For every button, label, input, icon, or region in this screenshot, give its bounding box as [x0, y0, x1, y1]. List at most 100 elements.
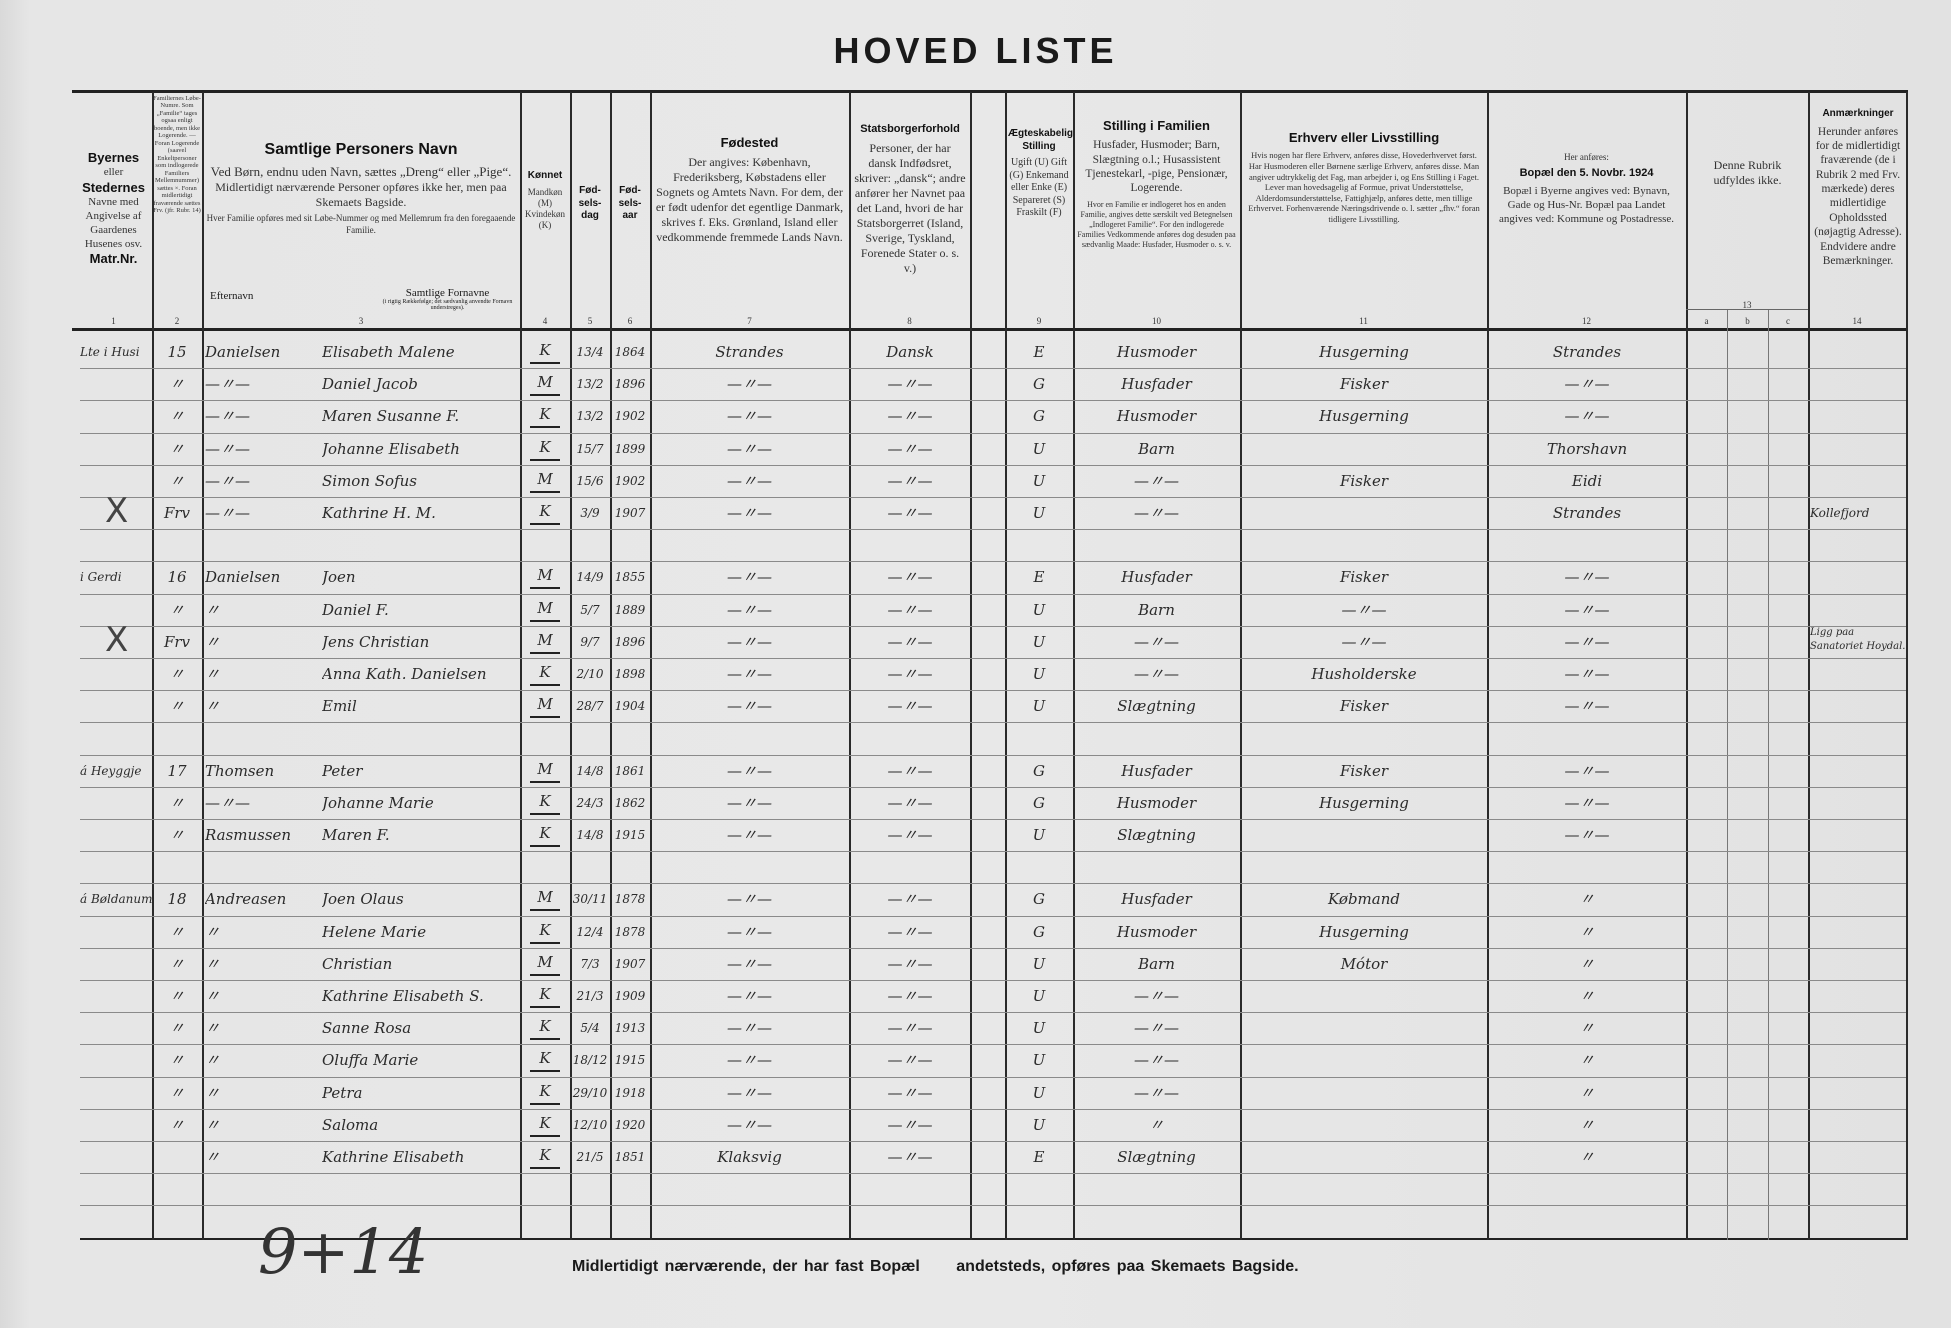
cell-surname: 〃: [205, 1148, 221, 1166]
header-col14-text: Herunder anføres for de midlertidigt fra…: [1814, 125, 1902, 267]
column-divider: [202, 92, 204, 1240]
cell-birthplace: —〃—: [726, 1051, 772, 1070]
cell-place: á Bøldanum: [80, 892, 152, 907]
cell-marital: U: [1032, 826, 1046, 844]
cell-fam: 18: [167, 890, 187, 909]
cell-position: Slægtning: [1117, 697, 1196, 716]
column-number-8: 8: [907, 316, 912, 326]
cell-remarks: [1810, 368, 1906, 400]
cell-residence: 〃: [1579, 1115, 1595, 1134]
cell-remarks: [1810, 690, 1906, 722]
cell-occupation: Købmand: [1327, 890, 1400, 909]
cell-fam: 〃: [169, 1051, 185, 1070]
cell-citizen: —〃—: [887, 890, 933, 909]
cell-place: [80, 1077, 152, 1109]
cell-birthplace: —〃—: [726, 439, 772, 458]
cell-year: 1904: [614, 699, 646, 714]
cell-given: Helene Marie: [322, 922, 427, 941]
cell-sex: K: [530, 1077, 560, 1105]
header-col5-title: Fød-sels-dag: [578, 185, 602, 221]
cell-fam: 17: [167, 761, 187, 780]
header-efternavn: Efternavn: [210, 290, 254, 302]
cell-position: —〃—: [1133, 665, 1179, 683]
cell-residence: 〃: [1579, 890, 1595, 909]
cell-day: 28/7: [576, 699, 604, 714]
cell-remarks: [1810, 787, 1906, 819]
footer-note: Midlertidigt nærværende, der har fast Bo…: [572, 1258, 1329, 1276]
cell-citizen: —〃—: [887, 600, 933, 619]
row-rule: [80, 722, 1906, 724]
cell-remarks: [1810, 1141, 1906, 1173]
header-col11: Erhverv eller Livsstilling Hvis nogen ha…: [1242, 130, 1486, 355]
cell-citizen: —〃—: [887, 922, 933, 941]
cell-year: 1909: [614, 989, 646, 1003]
cell-sex: M: [530, 465, 560, 493]
row-rule: [80, 1141, 1906, 1142]
cell-position: Barn: [1138, 439, 1175, 458]
cell-year: 1889: [614, 602, 646, 617]
cell-fam: 16: [167, 568, 187, 587]
footer-note-left: Midlertidigt nærværende, der har fast Bo…: [572, 1258, 920, 1275]
cell-marital: G: [1033, 407, 1045, 426]
cell-position: Barn: [1138, 954, 1175, 973]
cell-residence: 〃: [1579, 1148, 1595, 1166]
cell-remarks: [1810, 400, 1906, 432]
cell-sex: K: [530, 433, 560, 461]
cell-year: 1898: [614, 667, 646, 681]
cell-position: Slægtning: [1117, 1148, 1196, 1166]
cell-year: 1915: [614, 1053, 646, 1068]
column-divider: [1073, 92, 1075, 1240]
cell-sex: M: [530, 368, 560, 397]
cell-year: 1896: [614, 634, 646, 649]
row-rule: [80, 625, 1906, 627]
cell-surname: Danielsen: [205, 568, 281, 587]
cell-day: 14/9: [576, 570, 604, 585]
cell-marital: U: [1032, 439, 1046, 458]
cell-sex: K: [530, 658, 560, 686]
cell-place: [80, 980, 152, 1012]
cell-sex: K: [530, 336, 560, 364]
row-rule: [80, 915, 1906, 917]
column-number-12: 12: [1582, 316, 1591, 326]
cell-citizen: —〃—: [887, 1083, 933, 1102]
cell-surname: Rasmussen: [205, 826, 292, 844]
cell-birthplace: —〃—: [726, 1019, 772, 1038]
header-col7-text: Der angives: København, Frederiksberg, K…: [655, 155, 844, 245]
cell-position: Husmoder: [1116, 922, 1197, 941]
cell-surname: —〃—: [205, 439, 251, 458]
header-col8-text: Personer, der har dansk Indfødsret, skri…: [854, 140, 966, 275]
header-col1-l5: Matr.Nr.: [89, 251, 138, 267]
cell-place: Lte i Husi: [80, 345, 140, 359]
cell-fam: 〃: [169, 375, 185, 394]
header-bottom-rule: [72, 328, 1908, 331]
header-col1-l3: Stedernes: [82, 180, 145, 195]
cell-fam: 〃: [169, 922, 185, 941]
cell-marital: G: [1033, 375, 1045, 394]
cell-occupation: [1242, 1141, 1486, 1173]
cell-birthplace: —〃—: [726, 1083, 772, 1102]
cell-sex: K: [530, 787, 560, 815]
cell-day: 15/7: [576, 441, 604, 456]
cell-birthplace: —〃—: [726, 568, 772, 587]
row-rule: [80, 883, 1906, 885]
cell-birthplace: Klaksvig: [717, 1148, 782, 1166]
cell-birthplace: —〃—: [726, 826, 772, 844]
cell-marital: U: [1032, 504, 1046, 522]
cell-given: Kathrine H. M.: [322, 504, 436, 522]
cell-day: 12/10: [572, 1117, 608, 1132]
cell-year: 1896: [614, 377, 646, 392]
header-col3: Samtlige Personers Navn Ved Børn, endnu …: [202, 140, 520, 365]
cell-fam: 〃: [169, 1115, 185, 1134]
cell-position: —〃—: [1133, 471, 1179, 490]
cell-year: 1878: [614, 924, 646, 939]
cell-occupation: [1242, 1012, 1486, 1044]
cell-day: 30/11: [572, 892, 608, 907]
cell-year: 1902: [614, 409, 646, 424]
cell-marital: E: [1033, 568, 1045, 587]
row-rule: [80, 529, 1906, 531]
header-col1-l1: Byernes: [87, 150, 140, 165]
cell-surname: 〃: [205, 1115, 221, 1134]
header-col7: Fødested Der angives: København, Frederi…: [652, 135, 847, 360]
cell-residence: Eidi: [1571, 471, 1603, 490]
cell-place: [80, 400, 152, 432]
